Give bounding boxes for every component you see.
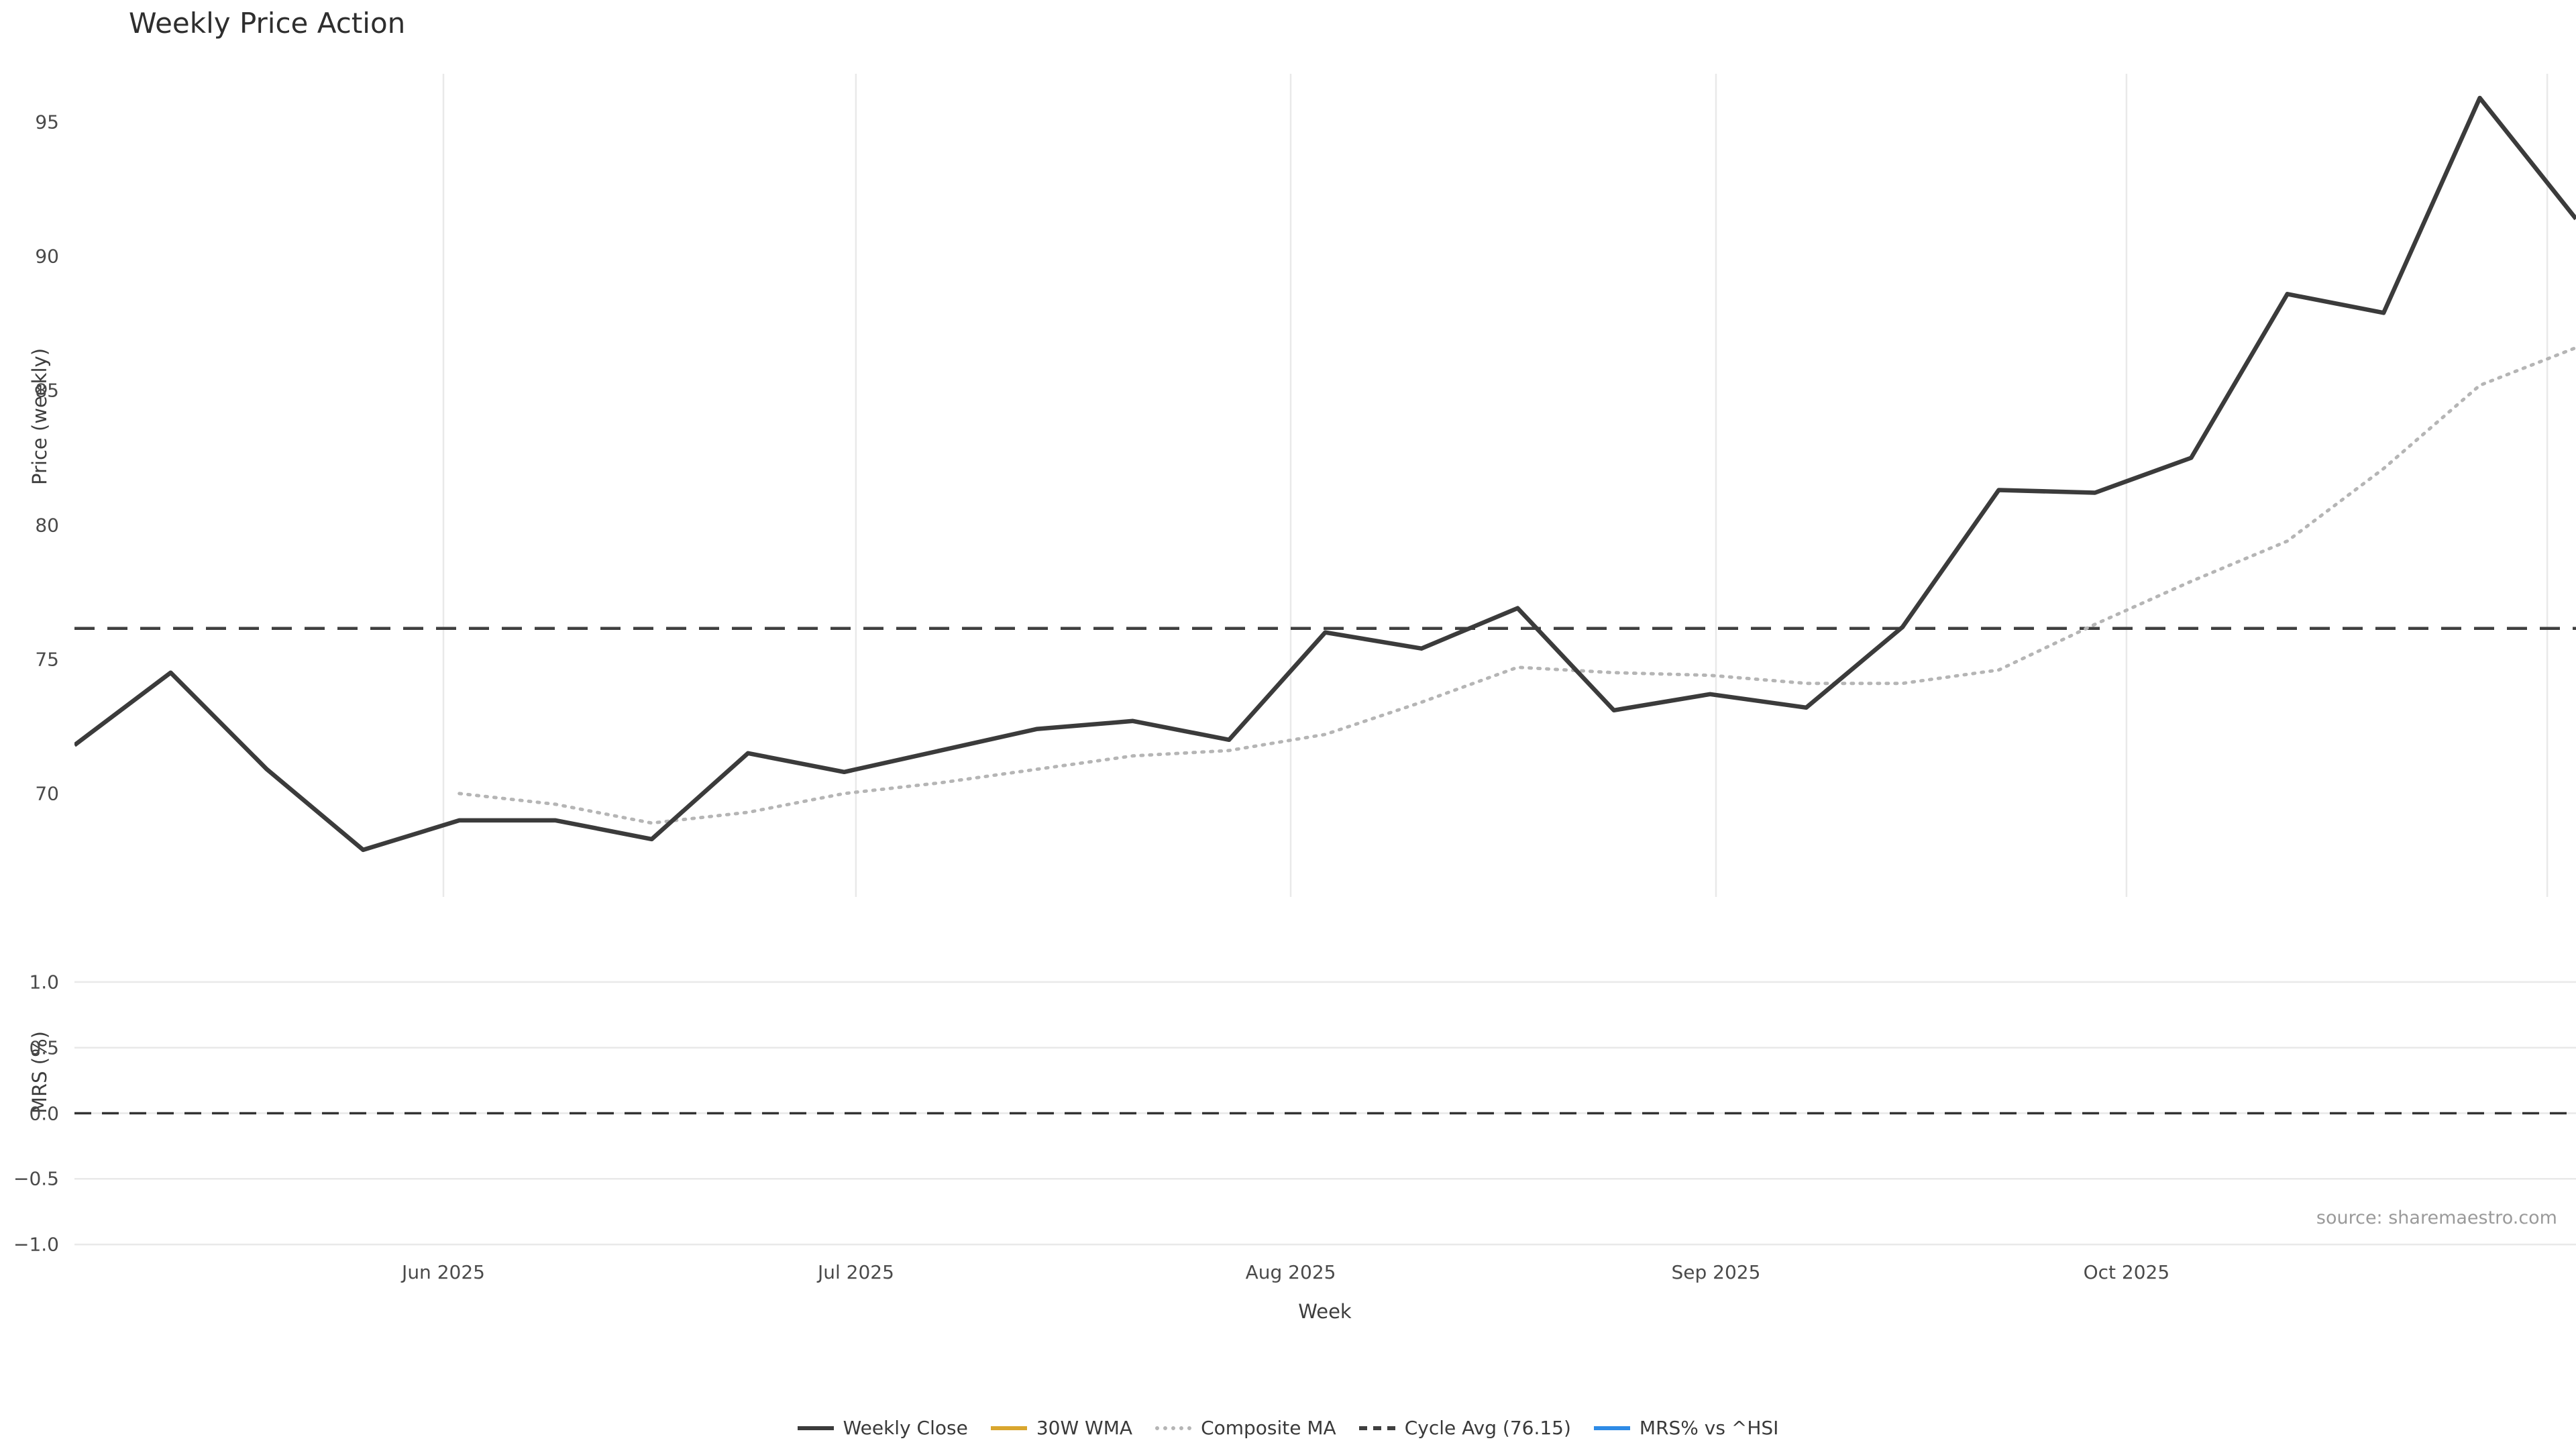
legend-swatch-dashed — [1358, 1426, 1395, 1430]
price-ytick: 75 — [35, 648, 59, 671]
x-axis-label: Week — [1298, 1300, 1352, 1323]
mrs-ytick: 1.0 — [29, 971, 59, 994]
price-ytick: 90 — [35, 245, 59, 268]
mrs-ytick: 0.0 — [29, 1102, 59, 1124]
x-tick-month: Oct 2025 — [2083, 1261, 2170, 1283]
legend-swatch-solid — [990, 1426, 1027, 1430]
weekly-close-line — [74, 95, 2576, 853]
x-tick-month: Sep 2025 — [1671, 1261, 1761, 1283]
x-tick-month: Jul 2025 — [817, 1261, 894, 1283]
x-tick-month: Jun 2025 — [402, 1261, 485, 1283]
legend-swatch-dotted — [1155, 1426, 1192, 1430]
mrs-chart-plot — [74, 981, 2576, 1246]
mrs-ytick: −0.5 — [13, 1167, 59, 1190]
mrs-ytick: 0.5 — [29, 1036, 59, 1059]
legend-label: 30W WMA — [1036, 1417, 1133, 1439]
legend-label: Composite MA — [1201, 1417, 1336, 1439]
legend: Weekly Close 30W WMA Composite MA Cycle Avg… — [0, 1417, 2576, 1439]
price-ytick: 85 — [35, 379, 59, 402]
price-ytick: 70 — [35, 782, 59, 805]
price-ytick: 95 — [35, 111, 59, 133]
x-tick-month: Aug 2025 — [1245, 1261, 1336, 1283]
legend-item: MRS% vs ^HSI — [1593, 1417, 1779, 1439]
legend-swatch-solid — [797, 1426, 834, 1430]
legend-swatch-solid — [1593, 1426, 1630, 1430]
legend-item: 30W WMA — [990, 1417, 1133, 1439]
mrs-ytick: −1.0 — [13, 1233, 59, 1256]
chart-title: Weekly Price Action — [129, 7, 406, 40]
legend-label: MRS% vs ^HSI — [1639, 1417, 1779, 1439]
price-chart-plot — [74, 74, 2576, 897]
price-axis-label: Price (weekly) — [28, 347, 51, 485]
composite-ma-line — [458, 345, 2576, 825]
legend-item: Composite MA — [1155, 1417, 1336, 1439]
legend-item: Cycle Avg (76.15) — [1358, 1417, 1571, 1439]
legend-label: Weekly Close — [843, 1417, 968, 1439]
price-ytick: 80 — [35, 514, 59, 537]
mrs-panel — [74, 949, 2576, 1277]
legend-label: Cycle Avg (76.15) — [1404, 1417, 1571, 1439]
source-note: source: sharemaestro.com — [2316, 1208, 2557, 1228]
price-panel — [74, 74, 2576, 897]
legend-item: Weekly Close — [797, 1417, 968, 1439]
